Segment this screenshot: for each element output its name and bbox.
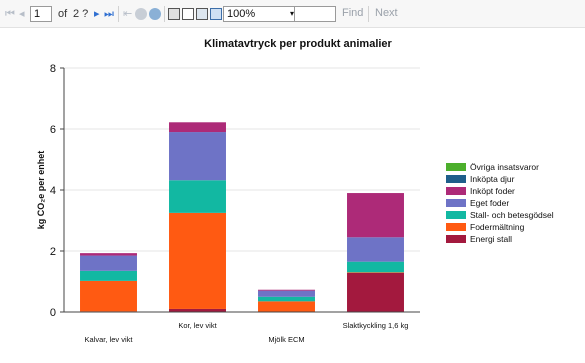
legend-swatch [446, 175, 466, 183]
y-tick-label: 6 [50, 124, 56, 136]
page-total-label: 2 ? [73, 8, 89, 20]
legend-label: Inköpt foder [470, 186, 515, 196]
x-tick-label: Slaktkyckling 1,6 kg [343, 321, 409, 330]
legend-label: Eget foder [470, 198, 509, 208]
y-axis-label: kg CO₂e per enhet [36, 151, 46, 230]
bar-segment [347, 261, 404, 273]
search-input[interactable] [294, 6, 336, 22]
bar-segment [80, 280, 137, 312]
legend: Övriga insatsvaror Inköpta djur Inköpt fod… [446, 162, 554, 244]
bar-segment [258, 301, 315, 312]
bar-segment [169, 132, 226, 181]
zoom-value: 100% [227, 8, 256, 20]
y-tick-label: 0 [50, 307, 56, 319]
bar-segment [347, 193, 404, 238]
legend-label: Energi stall [470, 234, 512, 244]
page-of-label: of [58, 8, 68, 20]
prev-page-icon[interactable]: ◂ [19, 8, 25, 20]
toolbar-separator [118, 6, 119, 22]
zoom-select[interactable]: 100% ▾ [223, 6, 299, 22]
bar-segment [169, 212, 226, 309]
page-number-input[interactable] [30, 6, 52, 22]
legend-swatch [446, 223, 466, 231]
legend-swatch [446, 163, 466, 171]
x-tick-label: Kalvar, lev vikt [85, 335, 134, 344]
first-page-icon[interactable]: ⏮ [5, 8, 15, 20]
stop-icon[interactable] [135, 8, 147, 20]
back-icon[interactable]: ⇤ [123, 8, 133, 20]
bar-segment [80, 255, 137, 271]
bars [80, 122, 404, 312]
chart-title: Klimatavtryck per produkt animalier [204, 38, 392, 50]
bar-segment [80, 270, 137, 281]
bar-segment [347, 272, 404, 273]
x-tick-label: Kor, lev vikt [178, 321, 217, 330]
stacked-bar-chart: Klimatavtryck per produkt animalier kg C… [36, 38, 554, 344]
bar-segment [169, 308, 226, 312]
page-setup-icon[interactable] [196, 8, 208, 20]
bar-segment [80, 253, 137, 256]
bar-segment [347, 272, 404, 312]
legend-label: Fodermältning [470, 222, 525, 232]
export-icon[interactable] [210, 8, 222, 20]
bar-segment [258, 289, 315, 291]
legend-label: Stall- och betesgödsel [470, 210, 554, 220]
x-tick-label: Mjölk ECM [268, 335, 304, 344]
bar-segment [169, 122, 226, 133]
y-tick-label: 4 [50, 185, 56, 197]
toolbar-separator [164, 6, 165, 22]
legend-swatch [446, 235, 466, 243]
find-link[interactable]: Find [342, 7, 364, 19]
bar-segment [169, 180, 226, 213]
bar-segment [347, 237, 404, 262]
report-chart: Klimatavtryck per produkt animalier kg C… [0, 28, 585, 358]
chevron-down-icon: ▾ [289, 9, 294, 18]
legend-swatch [446, 187, 466, 195]
refresh-icon[interactable] [149, 8, 161, 20]
x-axis-labels: Kalvar, lev vikt Kor, lev vikt Mjölk ECM Sl… [85, 321, 409, 344]
legend-label: Övriga insatsvaror [470, 162, 539, 172]
next-link[interactable]: Next [375, 7, 398, 19]
print-icon[interactable] [168, 8, 180, 20]
y-axis-ticks: 0 2 4 6 8 [50, 63, 64, 319]
page-layout-icon[interactable] [182, 8, 194, 20]
legend-swatch [446, 211, 466, 219]
report-toolbar: ⏮ ◂ of 2 ? ▸ ⏭ ⇤ ▾ 100% ▾ Find Next [0, 0, 585, 28]
next-page-icon[interactable]: ▸ [94, 8, 100, 20]
last-page-icon[interactable]: ⏭ [104, 8, 114, 20]
legend-label: Inköpta djur [470, 174, 515, 184]
bar-segment [258, 296, 315, 302]
toolbar-separator [368, 6, 369, 22]
y-tick-label: 2 [50, 246, 56, 258]
y-tick-label: 8 [50, 63, 56, 75]
legend-swatch [446, 199, 466, 207]
bar-segment [258, 290, 315, 297]
